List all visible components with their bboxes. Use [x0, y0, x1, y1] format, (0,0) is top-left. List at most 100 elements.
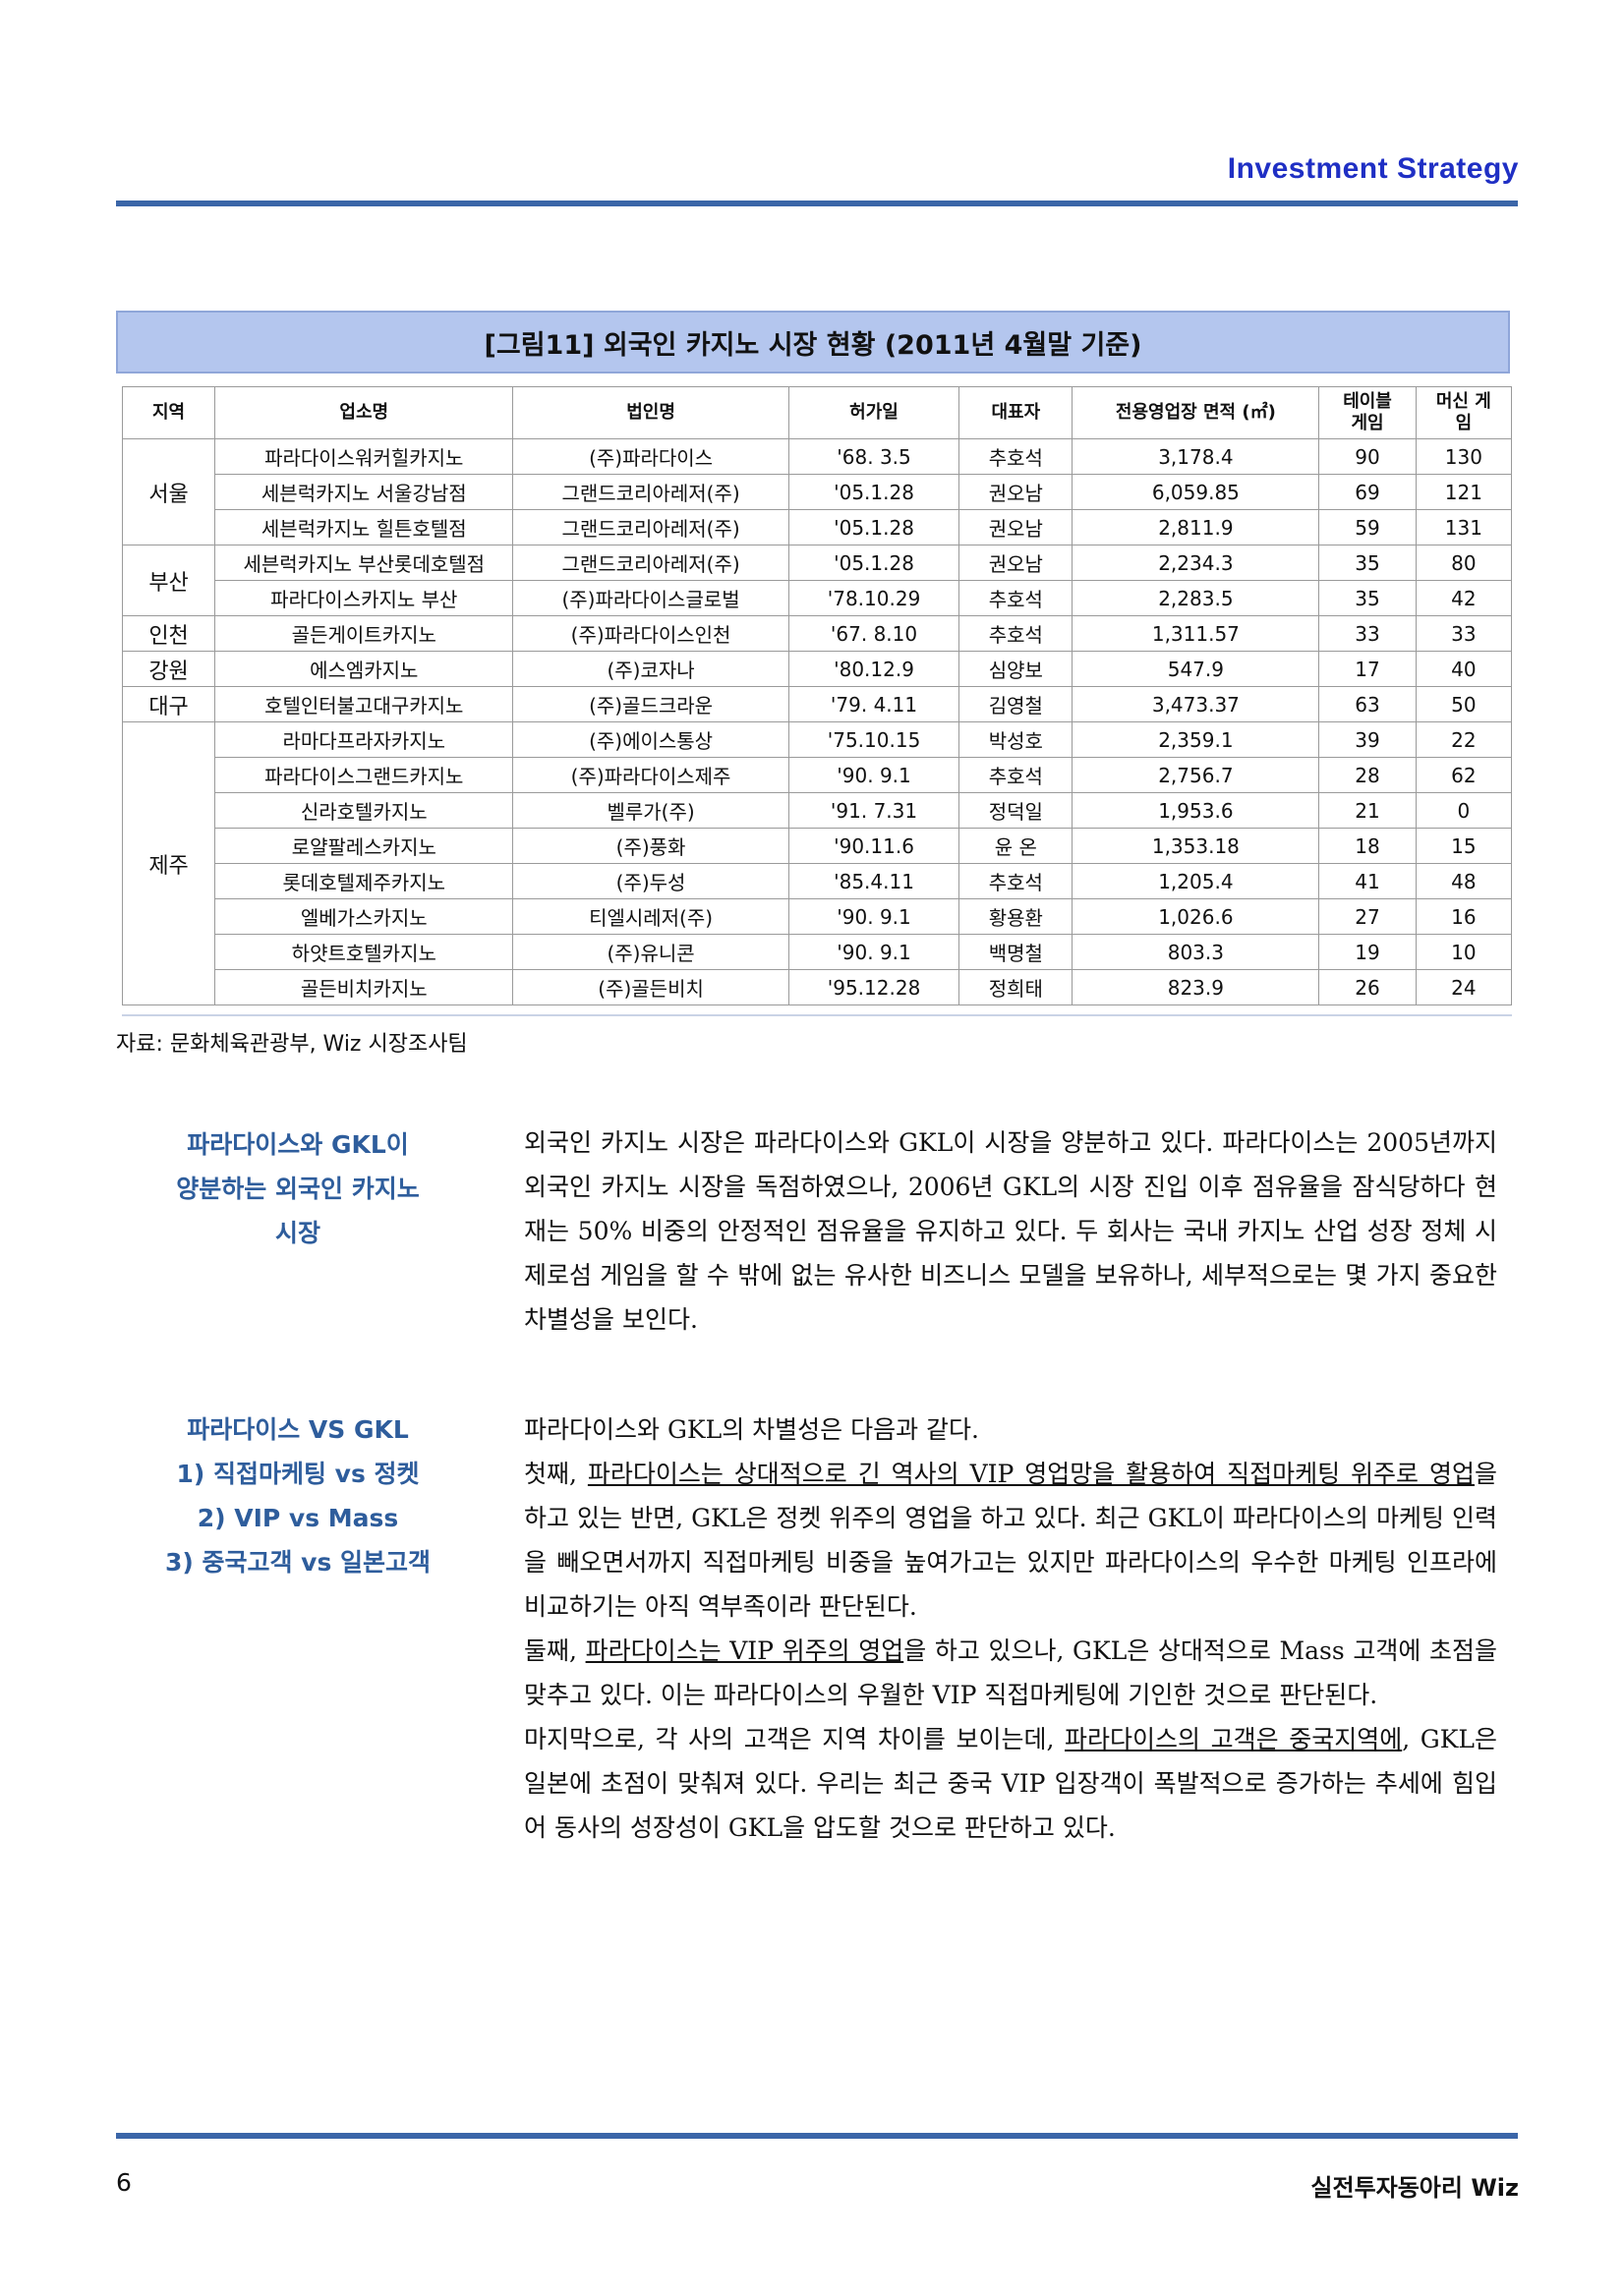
table-cell: 박성호 — [958, 721, 1073, 758]
table-cell: 추호석 — [958, 438, 1073, 475]
underlined-text: 파라다이스의 고객은 중국지역에 — [1065, 1725, 1403, 1753]
table-row: 강원 에스엠카지노 (주)코자나 '80.12.9 심양보 547.9 17 40 — [121, 651, 1513, 687]
table-header-row: 지역 업소명 법인명 허가일 대표자 전용영업장 면적 (㎡) 테이블 게임 머… — [121, 386, 1513, 439]
region-cell: 부산 — [121, 545, 216, 616]
table-cell: 823.9 — [1072, 969, 1320, 1005]
region-cell: 제주 — [121, 721, 216, 1005]
heading-line: 양분하는 외국인 카지노 — [176, 1175, 420, 1203]
table-cell: 추호석 — [958, 863, 1073, 899]
table-cell: 권오남 — [958, 474, 1073, 510]
text-run: 첫째, — [524, 1460, 588, 1488]
table-cell: 28 — [1318, 757, 1417, 793]
table-row: 제주 라마다프라자카지노 (주)에이스통상 '75.10.15 박성호 2,359.1 39… — [121, 721, 1513, 1005]
table-cell: 17 — [1318, 651, 1417, 687]
table-cell: (주)에이스통상 — [512, 721, 789, 758]
table-cell: 1,026.6 — [1072, 898, 1320, 935]
table-row: 롯데호텔제주카지노 (주)두성 '85.4.11 추호석 1,205.4 41 48 — [123, 863, 1513, 899]
table-cell: 골든게이트카지노 — [214, 615, 514, 652]
table-cell: 추호석 — [958, 615, 1073, 652]
table-cell: 엘베가스카지노 — [214, 898, 514, 935]
table-cell: 그랜드코리아레저(주) — [512, 509, 789, 545]
casino-table: 지역 업소명 법인명 허가일 대표자 전용영업장 면적 (㎡) 테이블 게임 머… — [121, 386, 1513, 1005]
table-row: 부산 세븐럭카지노 부산롯데호텔점 그랜드코리아레저(주) '05.1.28 권오남 2,… — [121, 545, 1513, 616]
table-cell: 정덕일 — [958, 792, 1073, 829]
section2-body: 파라다이스와 GKL의 차별성은 다음과 같다. 첫째, 파라다이스는 상대적으… — [524, 1407, 1497, 1850]
table-cell: 50 — [1415, 686, 1513, 722]
header-cell: 지역 — [121, 386, 216, 439]
table-row: 서울 파라다이스워커힐카지노 (주)파라다이스 '68. 3.5 추호석 3,178.4 9… — [121, 438, 1513, 545]
region-cell: 강원 — [121, 651, 216, 687]
paragraph: 외국인 카지노 시장은 파라다이스와 GKL이 시장을 양분하고 있다. 파라다… — [524, 1128, 1497, 1334]
table-cell: 18 — [1318, 828, 1417, 864]
table-cell: 48 — [1415, 863, 1513, 899]
table-cell: '05.1.28 — [787, 545, 960, 581]
underlined-text: 파라다이스는 VIP 위주의 영업 — [585, 1636, 904, 1665]
table-cell: 세븐럭카지노 힐튼호텔점 — [214, 509, 514, 545]
table-cell: '05.1.28 — [787, 474, 960, 510]
table-cell: 세븐럭카지노 서울강남점 — [214, 474, 514, 510]
table-row: 인천 골든게이트카지노 (주)파라다이스인천 '67. 8.10 추호석 1,311.57… — [121, 615, 1513, 652]
table-cell: 2,283.5 — [1072, 580, 1320, 616]
table-cell: 황용환 — [958, 898, 1073, 935]
table-cell: 10 — [1415, 934, 1513, 970]
region-cell: 서울 — [121, 438, 216, 545]
table-cell: '68. 3.5 — [787, 438, 960, 475]
table-cell: 3,178.4 — [1072, 438, 1320, 475]
table-cell: 33 — [1415, 615, 1513, 652]
table-cell: '78.10.29 — [787, 580, 960, 616]
table-cell: '91. 7.31 — [787, 792, 960, 829]
table-cell: 15 — [1415, 828, 1513, 864]
table-cell: 41 — [1318, 863, 1417, 899]
header-cell: 전용영업장 면적 (㎡) — [1072, 386, 1320, 439]
table-row: 골든비치카지노 (주)골든비치 '95.12.28 정희태 823.9 26 24 — [123, 969, 1513, 1005]
table-cell: 김영철 — [958, 686, 1073, 722]
footer-brand: 실전투자동아리 Wiz — [1310, 2174, 1519, 2202]
table-cell: (주)파라다이스글로벌 — [512, 580, 789, 616]
table-cell: (주)파라다이스인천 — [512, 615, 789, 652]
table-cell: 라마다프라자카지노 — [214, 721, 514, 758]
table-cell: 1,205.4 — [1072, 863, 1320, 899]
table-cell: 33 — [1318, 615, 1417, 652]
header-title: Investment Strategy — [1227, 152, 1519, 185]
text-run: , GKL은 일본에 초점이 맞춰져 있다. 우리는 최근 중국 VIP 입장객… — [524, 1725, 1497, 1842]
table-cell: 42 — [1415, 580, 1513, 616]
table-cell: 티엘시레저(주) — [512, 898, 789, 935]
header-cell: 허가일 — [787, 386, 960, 439]
table-cell: 세븐럭카지노 부산롯데호텔점 — [214, 545, 514, 581]
table-cell: 131 — [1415, 509, 1513, 545]
text-run: 마지막으로, 각 사의 고객은 지역 차이를 보이는데, — [524, 1725, 1066, 1753]
table-cell: 62 — [1415, 757, 1513, 793]
text-run: 을 하고 있는 반면, GKL은 정켓 위주의 영업을 하고 있다. 최근 GK… — [524, 1460, 1497, 1621]
footer-rule — [116, 2133, 1518, 2139]
table-cell: 40 — [1415, 651, 1513, 687]
table-row: 대구 호텔인터불고대구카지노 (주)골드크라운 '79. 4.11 김영철 3,473.3… — [121, 686, 1513, 722]
table-cell: 39 — [1318, 721, 1417, 758]
table-cell: 파라다이스그랜드카지노 — [214, 757, 514, 793]
table-cell: '90. 9.1 — [787, 934, 960, 970]
table-cell: '90. 9.1 — [787, 757, 960, 793]
source-note: 자료: 문화체육관광부, Wiz 시장조사팀 — [116, 1032, 468, 1057]
table-cell: 추호석 — [958, 580, 1073, 616]
table-cell: 1,311.57 — [1072, 615, 1320, 652]
header-cell: 대표자 — [958, 386, 1073, 439]
heading-line: 파라다이스 VS GKL — [187, 1415, 409, 1444]
table-cell: 로얄팔레스카지노 — [214, 828, 514, 864]
table-cell: 130 — [1415, 438, 1513, 475]
table-row: 엘베가스카지노 티엘시레저(주) '90. 9.1 황용환 1,026.6 27 16 — [123, 898, 1513, 935]
table-cell: 정희태 — [958, 969, 1073, 1005]
table-cell: '75.10.15 — [787, 721, 960, 758]
table-cell: (주)골든비치 — [512, 969, 789, 1005]
paragraph: 첫째, 파라다이스는 상대적으로 긴 역사의 VIP 영업망을 활용하여 직접마… — [524, 1452, 1497, 1629]
table-cell: 그랜드코리아레저(주) — [512, 545, 789, 581]
table-row: 신라호텔카지노 벨루가(주) '91. 7.31 정덕일 1,953.6 21 0 — [123, 792, 1513, 829]
header-cell: 테이블 게임 — [1318, 386, 1417, 439]
heading-line: 시장 — [274, 1219, 320, 1247]
table-cell: 벨루가(주) — [512, 792, 789, 829]
table-cell: 59 — [1318, 509, 1417, 545]
region-cell: 대구 — [121, 686, 216, 722]
paragraph: 둘째, 파라다이스는 VIP 위주의 영업을 하고 있으나, GKL은 상대적으… — [524, 1629, 1497, 1717]
table-cell: 그랜드코리아레저(주) — [512, 474, 789, 510]
heading-line: 1) 직접마케팅 vs 정켓 — [176, 1460, 420, 1488]
table-row: 로얄팔레스카지노 (주)풍화 '90.11.6 윤 온 1,353.18 18 15 — [123, 828, 1513, 864]
table-row: 세븐럭카지노 힐튼호텔점 그랜드코리아레저(주) '05.1.28 권오남 2,811.… — [123, 509, 1513, 545]
